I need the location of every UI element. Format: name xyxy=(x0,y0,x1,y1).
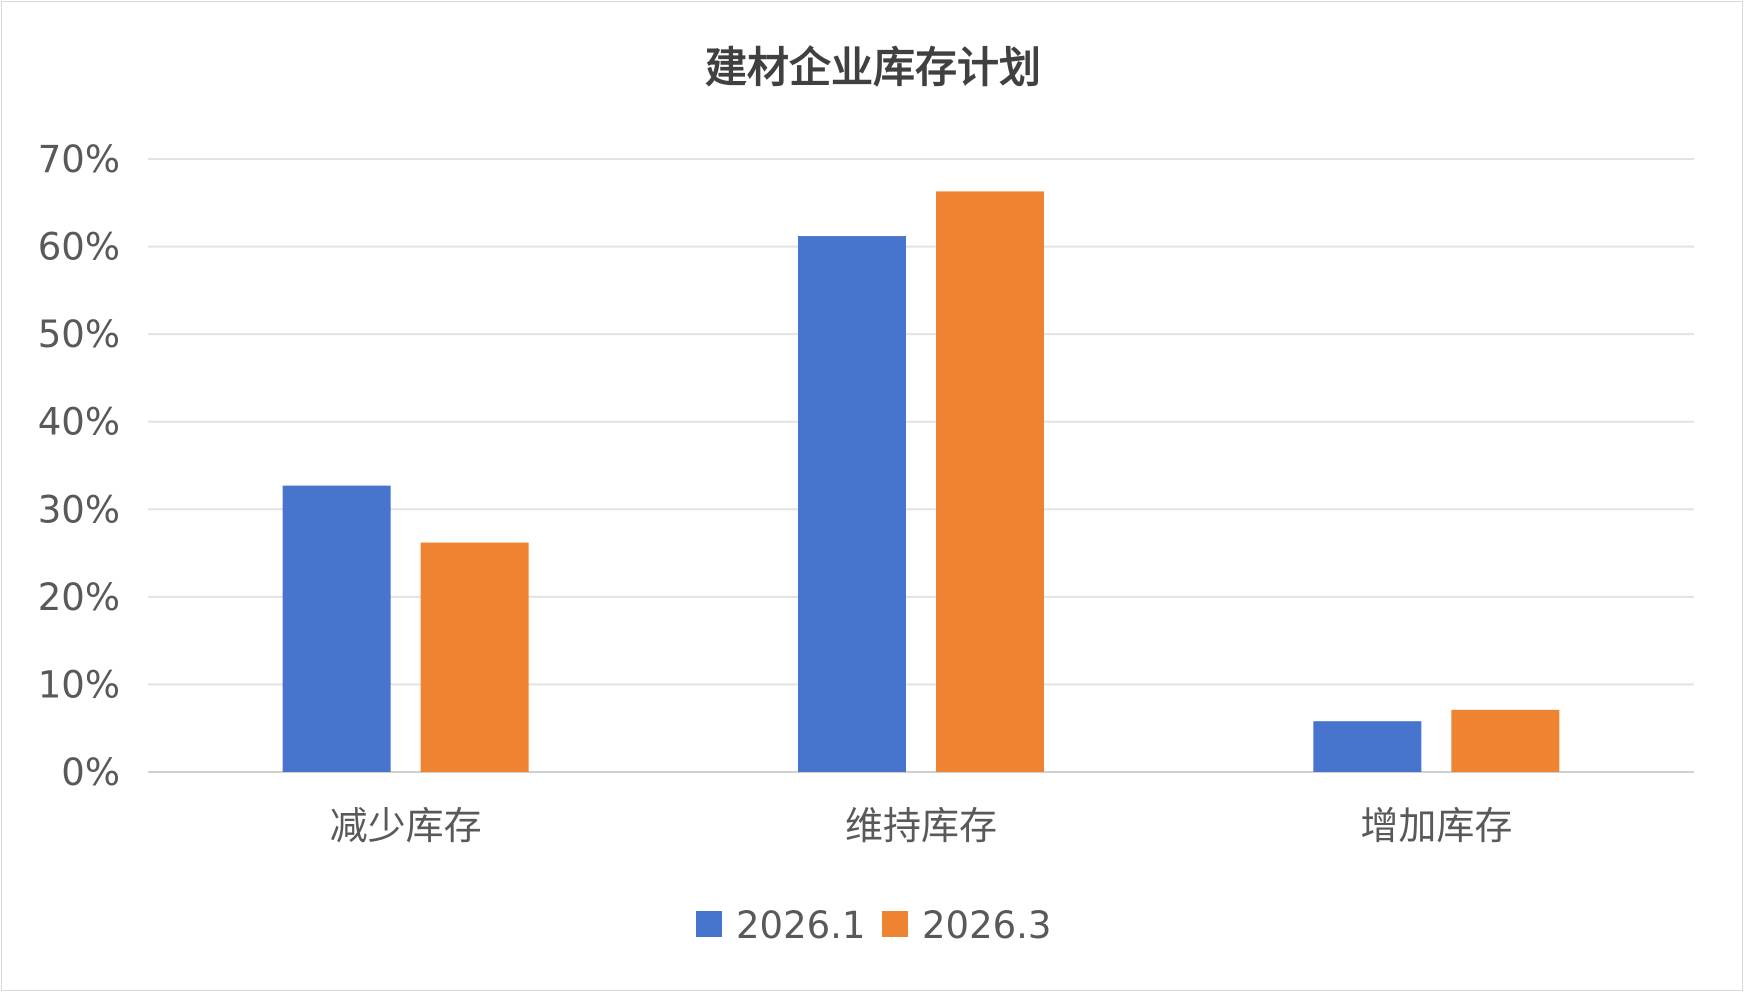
bar-2026.1-维持库存 xyxy=(798,236,906,772)
y-tick-label: 20% xyxy=(38,576,120,619)
legend-entry: 2026.3 xyxy=(922,904,1051,947)
y-tick-label: 70% xyxy=(38,138,120,181)
bar-2026.3-减少库存 xyxy=(420,542,529,772)
x-category-label: 维持库存 xyxy=(845,804,997,848)
x-category-label: 增加库存 xyxy=(1360,804,1512,848)
y-axis-tick-labels: 0% 10% 20% 30% 40% 50% 60% 70% xyxy=(38,138,120,794)
y-tick-label: 60% xyxy=(38,226,120,269)
x-category-label: 减少库存 xyxy=(330,804,482,848)
y-tick-label: 30% xyxy=(38,488,120,531)
y-tick-label: 40% xyxy=(38,401,120,444)
bar-2026.3-维持库存 xyxy=(936,191,1044,772)
y-tick-label: 50% xyxy=(38,313,120,356)
legend-entry: 2026.1 xyxy=(736,904,865,947)
gridlines xyxy=(148,158,1694,773)
bar-2026.1-增加库存 xyxy=(1313,721,1422,772)
legend-swatch xyxy=(696,911,722,937)
y-tick-label: 10% xyxy=(38,663,120,706)
x-axis: 减少库存 维持库存 增加库存 xyxy=(330,804,1513,848)
bars xyxy=(282,191,1560,772)
legend: 2026.1 2026.3 xyxy=(696,904,1051,947)
bar-2026.3-增加库存 xyxy=(1451,709,1560,772)
bar-2026.1-减少库存 xyxy=(282,485,391,772)
legend-swatch xyxy=(882,911,908,937)
chart-title: 建材企业库存计划 xyxy=(705,43,1041,92)
y-tick-label: 0% xyxy=(61,751,120,794)
